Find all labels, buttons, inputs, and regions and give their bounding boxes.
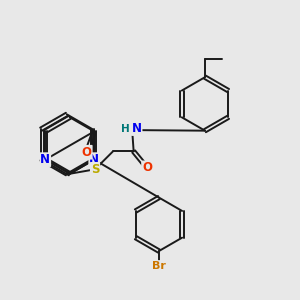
Text: N: N: [132, 122, 142, 135]
Text: S: S: [91, 163, 99, 176]
Text: N: N: [89, 153, 99, 166]
Text: O: O: [82, 146, 92, 159]
Text: N: N: [40, 153, 50, 166]
Text: H: H: [121, 124, 130, 134]
Text: Br: Br: [152, 261, 166, 271]
Text: O: O: [142, 161, 152, 174]
